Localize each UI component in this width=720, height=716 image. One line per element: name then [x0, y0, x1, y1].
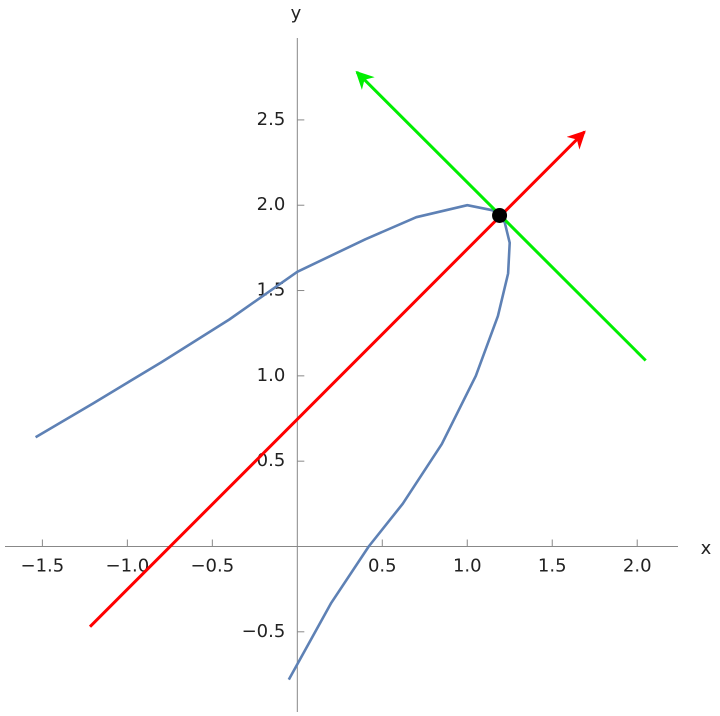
x-tick-label: 2.0 [623, 555, 652, 576]
y-tick-label: 2.5 [257, 109, 286, 130]
y-tick-label: 2.0 [257, 194, 286, 215]
x-tick-label: −0.5 [190, 555, 234, 576]
point [492, 207, 508, 223]
y-axis-label: y [291, 3, 302, 24]
x-axis-label: x [701, 538, 712, 559]
x-tick-label: −1.0 [106, 555, 150, 576]
curve [34, 203, 511, 681]
y-tick-label: 1.0 [257, 365, 286, 386]
arrow [88, 130, 586, 628]
x-tick-label: 0.5 [368, 555, 397, 576]
x-tick-label: 1.5 [538, 555, 567, 576]
x-tick-label: −1.5 [21, 555, 65, 576]
y-tick-label: −0.5 [242, 621, 286, 642]
x-tick-label: 1.0 [453, 555, 482, 576]
y-tick-label: 0.5 [257, 450, 286, 471]
